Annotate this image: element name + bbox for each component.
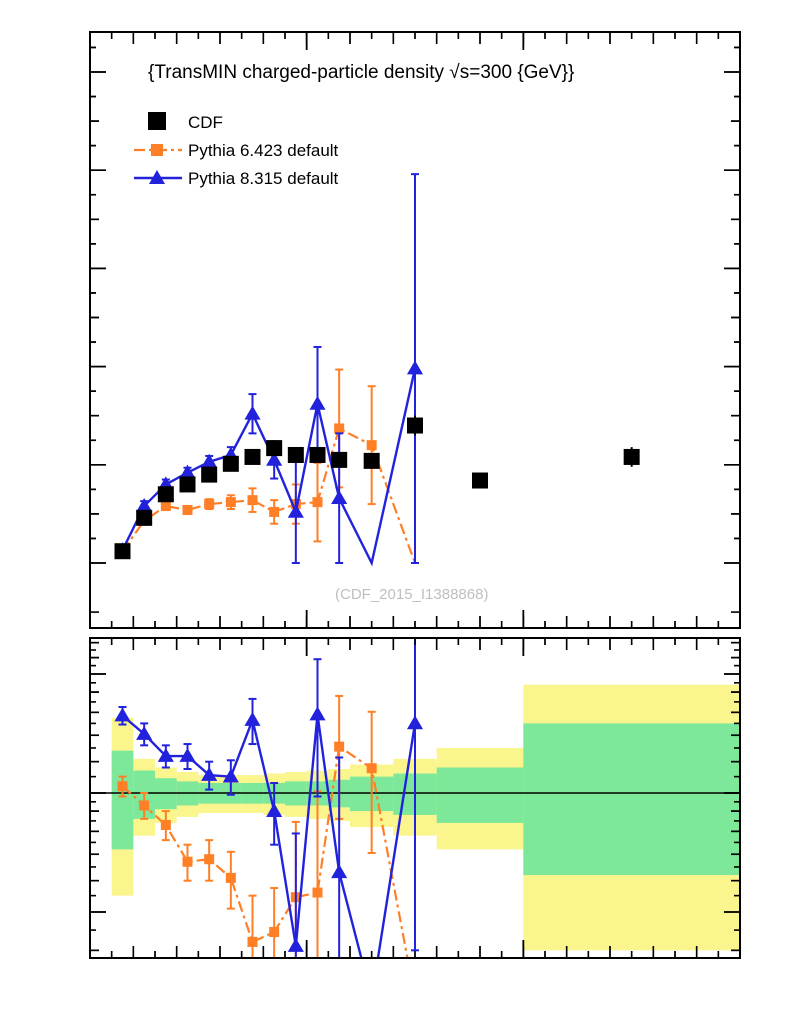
ratio-band-inner (436, 767, 524, 823)
cdf-marker (222, 455, 239, 472)
pythia8-ratio-marker (136, 725, 153, 740)
pythia8-main-marker (309, 395, 326, 410)
pythia8-ratio-marker (244, 711, 261, 726)
pythia6-main-marker (269, 506, 280, 517)
pythia6-main-marker (160, 501, 171, 512)
pythia6-ratio-marker (334, 741, 345, 752)
legend-label-pythia8: Pythia 8.315 default (188, 169, 339, 188)
pythia6-main-marker (182, 504, 193, 515)
pythia6-ratio-marker (160, 819, 171, 830)
legend-marker-pythia6 (151, 144, 163, 156)
dataset-watermark: (CDF_2015_I1388868) (335, 586, 489, 603)
pythia8-main-marker (331, 490, 348, 505)
legend-label-pythia6: Pythia 6.423 default (188, 141, 339, 160)
pythia8-ratio-marker (287, 938, 304, 952)
pythia8-main-marker (201, 453, 218, 468)
cdf-marker (266, 440, 283, 457)
pythia8-ratio-marker (157, 748, 174, 762)
pythia6-main-marker (312, 497, 323, 508)
pythia8-ratio-marker (331, 864, 348, 879)
cdf-marker (201, 466, 218, 483)
pythia6-ratio-marker (269, 927, 280, 938)
pythia8-main-marker (287, 503, 304, 518)
pythia8-ratio-marker (179, 748, 196, 762)
cdf-marker (309, 446, 326, 463)
pythia8-main-marker (179, 464, 196, 479)
pythia8-ratio-marker (201, 767, 218, 781)
pythia6-ratio-marker (117, 781, 128, 792)
cdf-marker (331, 451, 348, 468)
cdf-marker (407, 417, 423, 434)
cdf-marker (472, 472, 488, 489)
cdf-marker (363, 452, 380, 469)
pythia6-ratio-marker (139, 800, 150, 811)
pythia6-ratio-marker (225, 872, 236, 883)
below-ratio-mask (0, 959, 786, 1024)
cdf-marker (244, 448, 261, 465)
pythia8-main-marker (406, 360, 424, 375)
pythia6-ratio-marker (366, 763, 377, 774)
pythia8-main-marker (136, 497, 153, 512)
pythia6-ratio-marker (204, 854, 215, 865)
ratio-band-inner (111, 750, 134, 850)
pythia8-ratio-marker (309, 706, 326, 721)
pythia8-ratio-marker (266, 803, 283, 817)
top-mask (0, 0, 786, 31)
pythia6-main-marker (204, 499, 215, 510)
pythia6-main-marker (225, 497, 236, 508)
pythia8-main-marker (244, 405, 261, 420)
legend-label-cdf: CDF (188, 113, 223, 132)
pythia8-main-marker (266, 451, 283, 466)
cdf-marker (157, 486, 174, 503)
pythia6-main-marker (247, 495, 258, 506)
cdf-marker (136, 509, 153, 526)
pythia8-ratio-marker (114, 707, 131, 722)
pythia8-ratio-marker (222, 768, 239, 783)
pythia6-main-marker (334, 423, 345, 434)
panel-gap-mask (0, 629, 786, 637)
cdf-marker (623, 448, 640, 465)
cdf-marker (114, 543, 131, 560)
pythia6-ratio-marker (247, 936, 258, 947)
cdf-marker (179, 476, 196, 493)
pythia6-ratio-marker (182, 856, 193, 867)
legend-marker-cdf (148, 112, 166, 130)
legend-marker-pythia8 (149, 170, 165, 184)
pythia6-main-marker (366, 440, 377, 451)
right-mask (741, 0, 786, 1024)
pythia8-ratio-marker (406, 715, 424, 730)
main-plot-title: {TransMIN charged-particle density √s=30… (148, 62, 575, 83)
cdf-marker (287, 446, 304, 463)
pythia6-ratio-marker (312, 887, 323, 898)
ratio-band-inner (523, 723, 740, 876)
left-mask (0, 0, 89, 1024)
